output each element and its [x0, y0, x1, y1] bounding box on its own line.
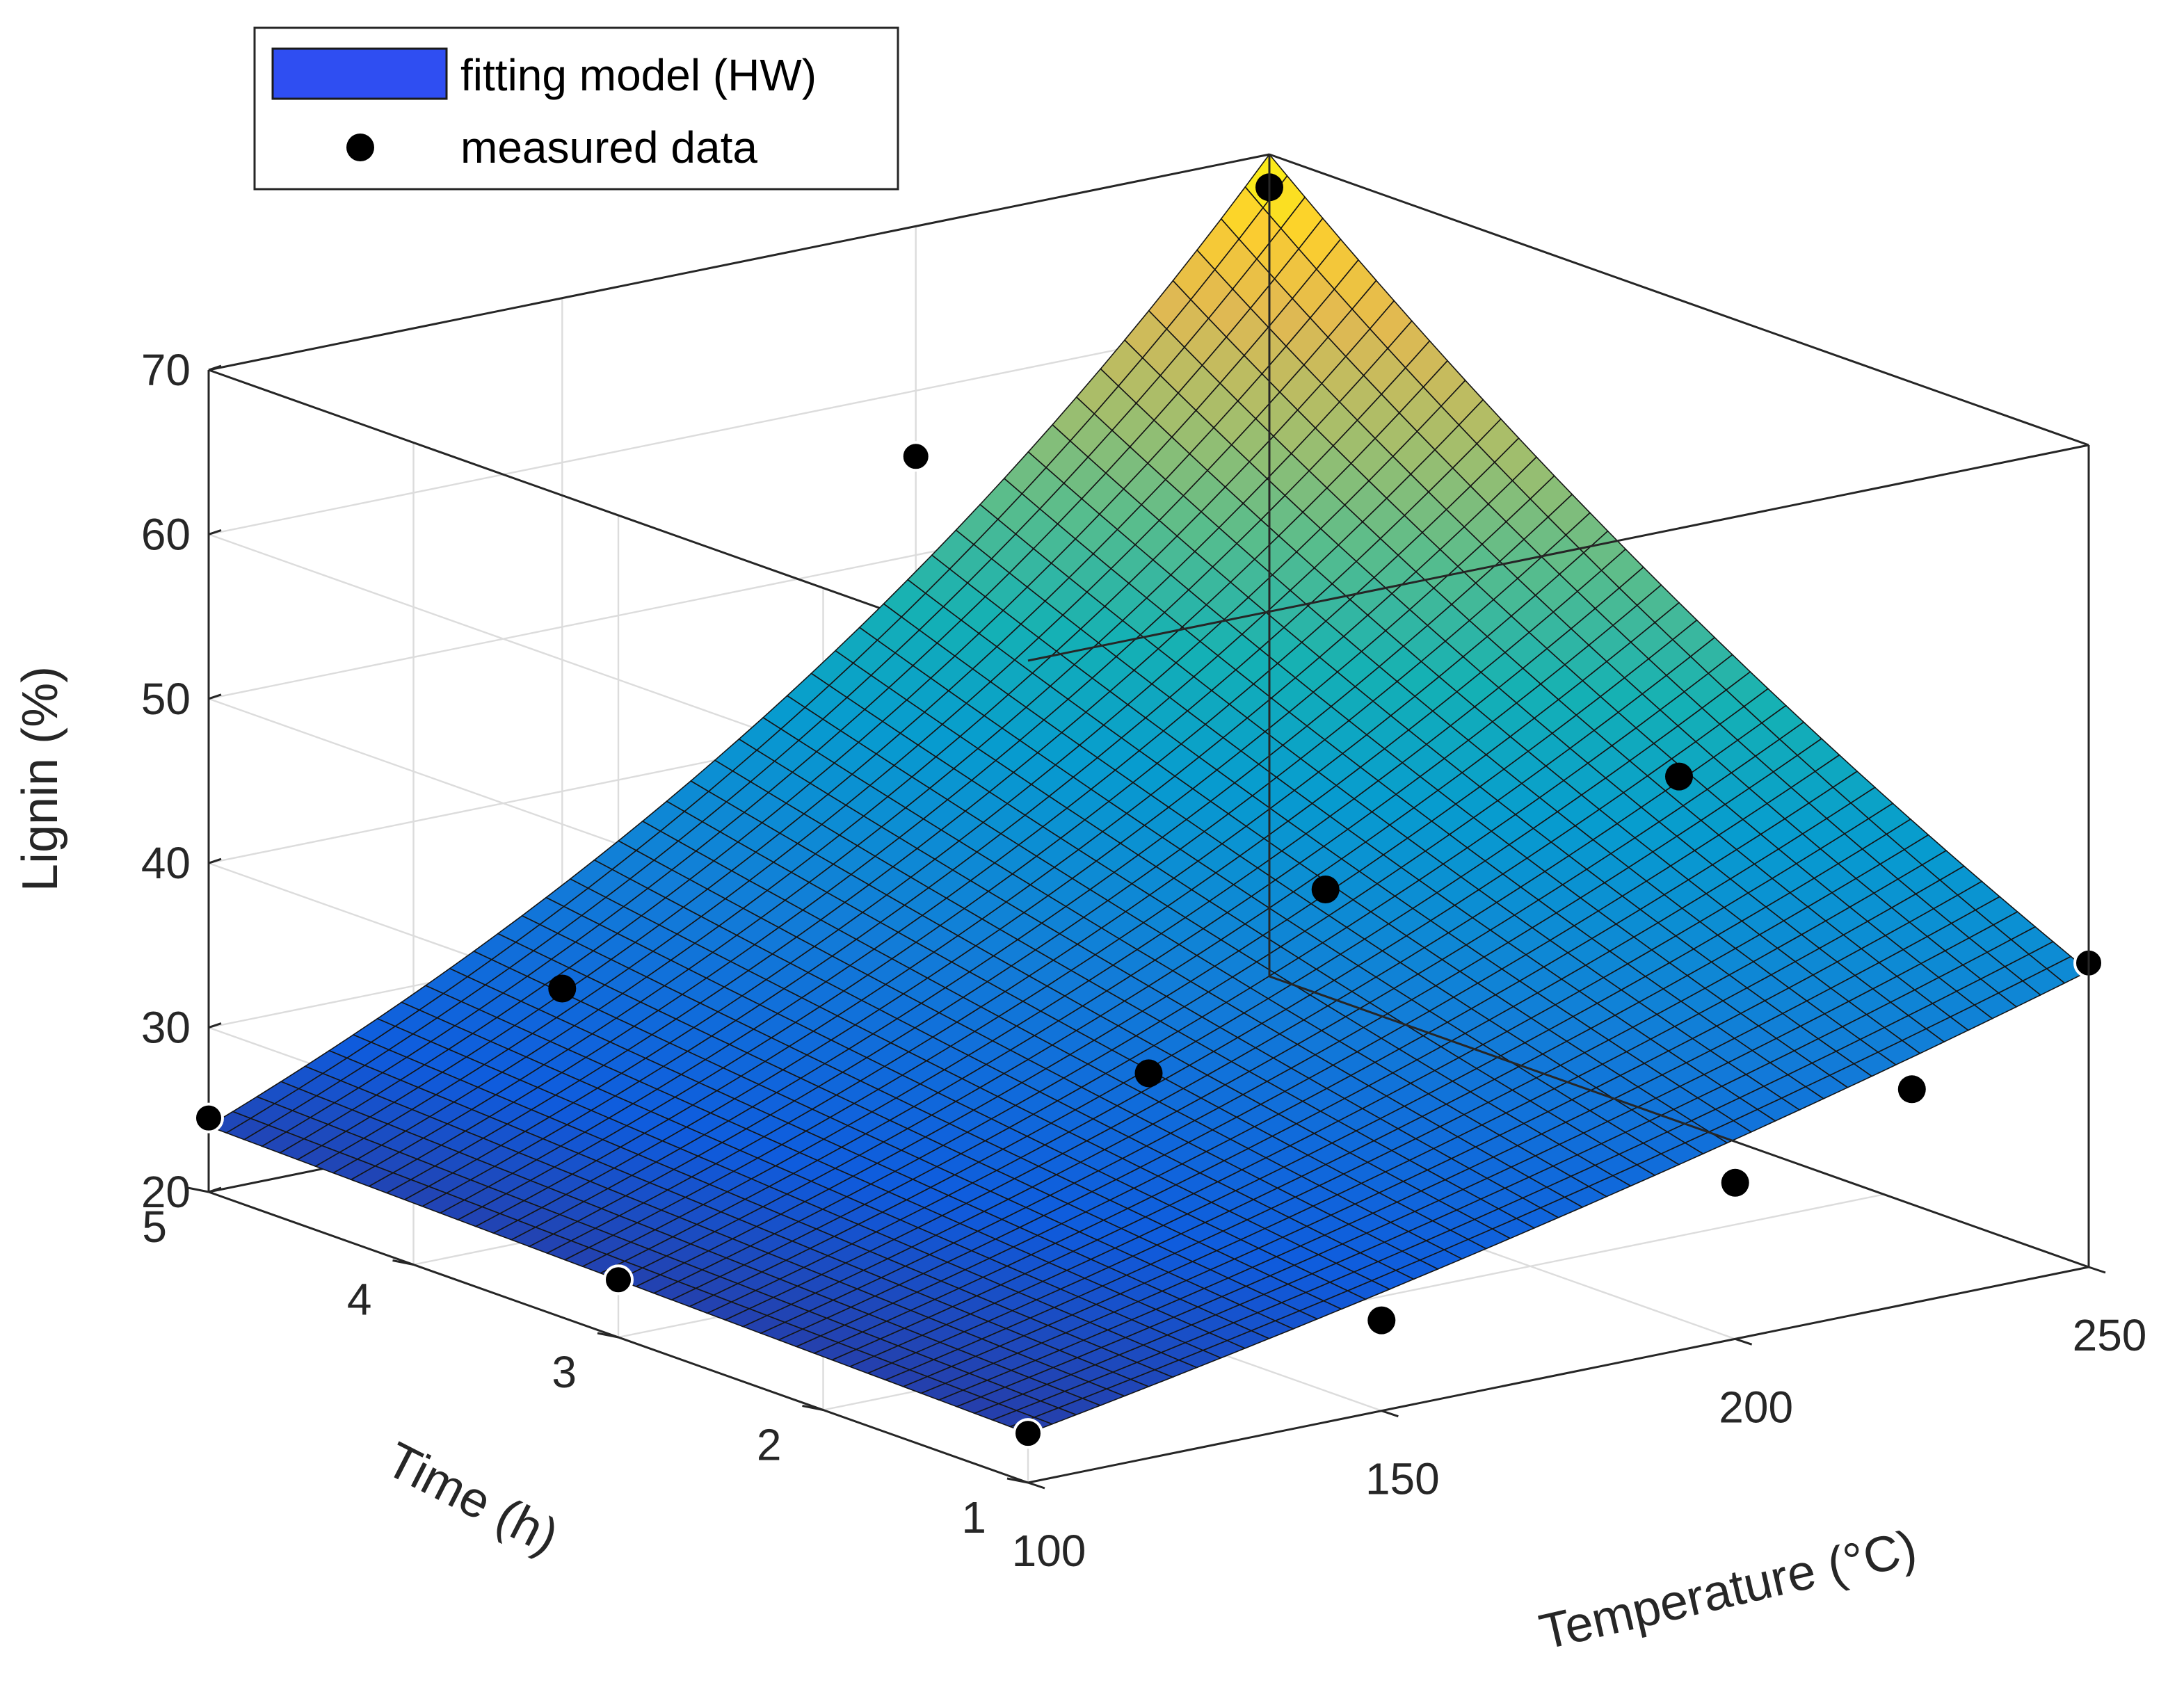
- measured-data-point: [603, 1264, 634, 1296]
- z-tick-mark: [208, 364, 222, 371]
- z-gridline-back-wall: [208, 318, 1270, 535]
- temperature-tick-mark: [1027, 1481, 1045, 1490]
- temperature-axis-label: Temperature (°C): [1534, 1519, 1922, 1660]
- temperature-tick-mark: [2088, 1266, 2106, 1274]
- measured-data-point: [193, 1102, 224, 1134]
- temperature-tick-mark: [1735, 1337, 1753, 1346]
- z-tick-label: 50: [141, 674, 191, 724]
- time-tick-mark: [802, 1405, 824, 1411]
- surface-mesh: [207, 153, 2090, 1434]
- legend-label-fitting-model: fitting model (HW): [460, 50, 817, 100]
- box-edge-front: [1269, 975, 2089, 1268]
- measured-data-point: [1367, 1306, 1396, 1335]
- measured-data-point: [1134, 1059, 1163, 1088]
- z-tick-label: 40: [141, 838, 191, 888]
- z-tick-mark: [208, 529, 222, 535]
- front-box-edges: [1027, 153, 2090, 1484]
- temperature-tick-label: 100: [1012, 1526, 1086, 1576]
- measured-data-point: [1013, 1418, 1043, 1449]
- time-tick-mark: [187, 1186, 209, 1193]
- legend-surface-swatch: [271, 47, 448, 100]
- time-tick-label: 2: [757, 1420, 782, 1470]
- time-tick-label: 5: [142, 1202, 167, 1252]
- box-edge-back: [208, 153, 1270, 371]
- legend-point-marker: [346, 134, 374, 161]
- z-tick-mark: [208, 1022, 222, 1029]
- time-tick-label: 3: [552, 1347, 577, 1397]
- time-tick-labels: 1 2 3 4 5: [142, 1186, 1029, 1542]
- measured-data-point: [1721, 1168, 1749, 1197]
- z-tick-labels: 20 30 40 50 60 70: [141, 345, 222, 1217]
- z-axis-label: Lignin (%): [13, 666, 68, 892]
- temperature-tick-label: 250: [2073, 1310, 2147, 1360]
- z-tick-label: 20: [141, 1167, 191, 1217]
- box-edge-front: [1027, 444, 2089, 662]
- legend-box: [253, 26, 899, 191]
- measured-data-point: [548, 974, 577, 1003]
- temperature-tick-label: 200: [1719, 1382, 1793, 1432]
- time-tick-mark: [392, 1259, 414, 1266]
- temperature-tick-mark: [1381, 1410, 1399, 1418]
- box-edge-front: [1269, 153, 2089, 446]
- box-edge-front: [1027, 1266, 2089, 1484]
- temperature-tick-labels: 100 150 200 250: [1012, 1266, 2147, 1576]
- z-tick-label: 30: [141, 1003, 191, 1053]
- time-tick-label: 4: [347, 1275, 372, 1325]
- tick-labels: 20 30 40 50 60 70 1 2 3 4 5 100 150 200 250: [141, 345, 2147, 1576]
- legend-label-measured-data: measured data: [460, 122, 757, 172]
- measured-data-point: [1665, 762, 1693, 791]
- temperature-tick-label: 150: [1365, 1454, 1440, 1504]
- z-tick-mark: [208, 693, 222, 700]
- time-tick-mark: [597, 1332, 619, 1339]
- measured-data-point: [1897, 1075, 1926, 1104]
- legend: fitting model (HW) measured data: [253, 26, 899, 191]
- measured-points: [193, 173, 2104, 1449]
- z-tick-mark: [208, 1186, 222, 1193]
- time-tick-label: 1: [961, 1492, 986, 1542]
- measured-data-point: [900, 441, 931, 472]
- measured-data-point: [1311, 876, 1340, 903]
- time-tick-mark: [1006, 1477, 1029, 1484]
- z-tick-label: 60: [141, 509, 191, 559]
- time-axis-label: Time (h): [378, 1432, 568, 1565]
- z-tick-label: 70: [141, 345, 191, 395]
- z-tick-mark: [208, 857, 222, 864]
